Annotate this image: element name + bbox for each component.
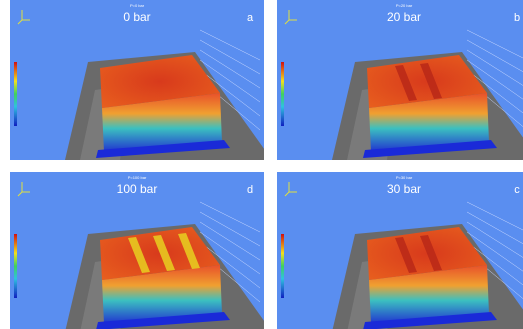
- panel-letter: d: [247, 184, 253, 196]
- panel: P=30 bar 30 bar c: [277, 172, 523, 329]
- colorbar: [14, 62, 17, 126]
- pressure-label: 30 bar: [387, 182, 421, 196]
- pressure-caption: P=30 bar: [396, 175, 413, 180]
- pressure-caption: P=100 bar: [128, 175, 147, 180]
- panel: P=100 bar 100 bar d: [10, 172, 272, 329]
- pressure-label: 20 bar: [387, 10, 421, 24]
- panel-letter: c: [514, 184, 520, 196]
- panel: P=0 bar 0 bar a: [10, 0, 272, 160]
- panel-letter: b: [514, 12, 520, 24]
- colorbar: [281, 62, 284, 126]
- panel: P=20 bar 20 bar b: [277, 0, 523, 160]
- colorbar: [14, 234, 17, 298]
- panel-letter: a: [247, 12, 254, 24]
- pressure-label: 100 bar: [117, 182, 158, 196]
- figure: P=0 bar 0 bar a P=20 bar 20 bar b P=100 bar 100…: [0, 0, 523, 329]
- pressure-label: 0 bar: [123, 10, 150, 24]
- pressure-caption: P=0 bar: [130, 3, 145, 8]
- colorbar: [281, 234, 284, 298]
- pressure-caption: P=20 bar: [396, 3, 413, 8]
